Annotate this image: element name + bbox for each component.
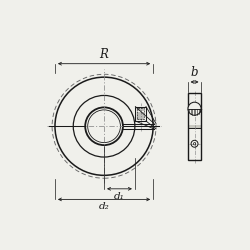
Text: d₁: d₁	[114, 192, 125, 201]
Bar	[188, 92, 202, 160]
Bar	[188, 124, 202, 128]
Bar	[137, 108, 144, 120]
Circle shape	[188, 102, 201, 115]
Text: b: b	[191, 66, 198, 79]
Text: d₂: d₂	[99, 202, 110, 211]
Bar	[135, 106, 146, 121]
Text: R: R	[100, 48, 108, 61]
